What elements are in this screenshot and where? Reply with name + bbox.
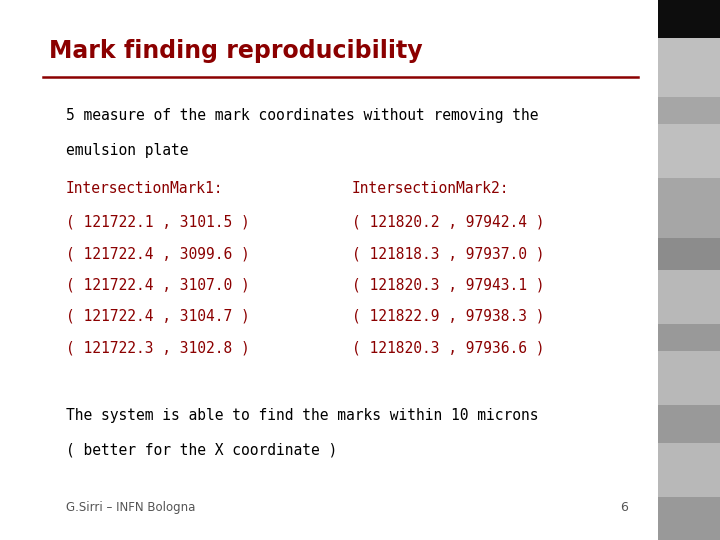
Bar bbox=[658, 97, 720, 124]
Text: ( 121820.3 , 97936.6 ): ( 121820.3 , 97936.6 ) bbox=[352, 340, 544, 355]
Text: Mark finding reproducibility: Mark finding reproducibility bbox=[50, 39, 423, 63]
Text: ( 121722.4 , 3107.0 ): ( 121722.4 , 3107.0 ) bbox=[66, 278, 250, 293]
Text: The system is able to find the marks within 10 microns: The system is able to find the marks wit… bbox=[66, 408, 539, 423]
Bar bbox=[658, 324, 720, 351]
Text: G.Sirri – INFN Bologna: G.Sirri – INFN Bologna bbox=[66, 501, 195, 514]
Bar bbox=[658, 0, 720, 38]
Text: 5 measure of the mark coordinates without removing the: 5 measure of the mark coordinates withou… bbox=[66, 108, 539, 123]
Bar bbox=[658, 497, 720, 540]
Text: ( 121820.3 , 97943.1 ): ( 121820.3 , 97943.1 ) bbox=[352, 278, 544, 293]
Text: ( 121820.2 , 97942.4 ): ( 121820.2 , 97942.4 ) bbox=[352, 215, 544, 230]
Text: IntersectionMark2:: IntersectionMark2: bbox=[352, 181, 510, 196]
Text: 6: 6 bbox=[621, 501, 629, 514]
Bar bbox=[658, 178, 720, 238]
Bar bbox=[658, 238, 720, 270]
Text: IntersectionMark1:: IntersectionMark1: bbox=[66, 181, 223, 196]
Bar bbox=[658, 270, 720, 324]
Text: ( 121722.4 , 3099.6 ): ( 121722.4 , 3099.6 ) bbox=[66, 246, 250, 261]
Bar bbox=[658, 405, 720, 443]
Text: emulsion plate: emulsion plate bbox=[66, 143, 189, 158]
Text: ( 121822.9 , 97938.3 ): ( 121822.9 , 97938.3 ) bbox=[352, 309, 544, 324]
Text: ( 121722.4 , 3104.7 ): ( 121722.4 , 3104.7 ) bbox=[66, 309, 250, 324]
Bar bbox=[658, 38, 720, 97]
Text: ( 121722.3 , 3102.8 ): ( 121722.3 , 3102.8 ) bbox=[66, 340, 250, 355]
Bar bbox=[658, 351, 720, 405]
Text: ( better for the X coordinate ): ( better for the X coordinate ) bbox=[66, 443, 337, 458]
Text: ( 121722.1 , 3101.5 ): ( 121722.1 , 3101.5 ) bbox=[66, 215, 250, 230]
Bar bbox=[658, 443, 720, 497]
Text: ( 121818.3 , 97937.0 ): ( 121818.3 , 97937.0 ) bbox=[352, 246, 544, 261]
Bar bbox=[658, 124, 720, 178]
